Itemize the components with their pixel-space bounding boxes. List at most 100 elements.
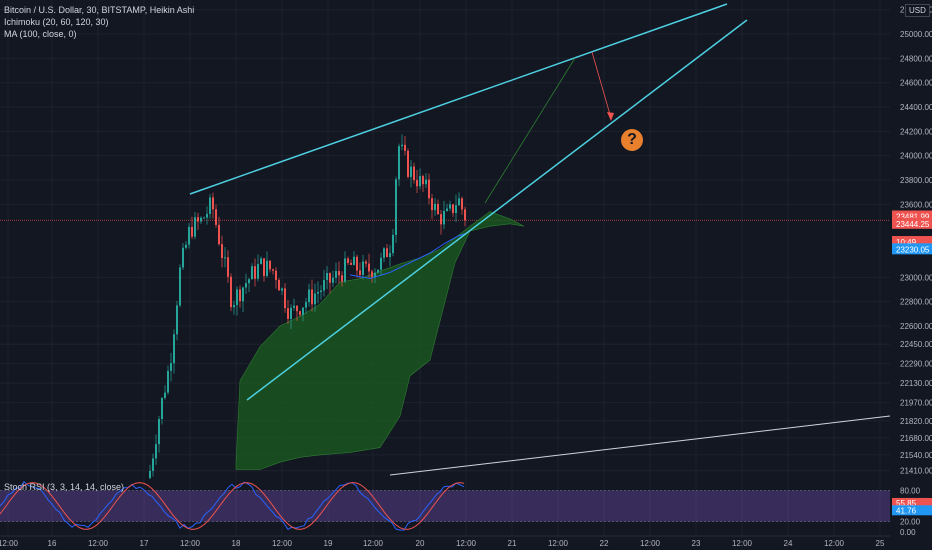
candle-body — [173, 334, 175, 364]
candle-body — [185, 244, 187, 248]
time-axis[interactable]: 12:00 16 12:00 17 12:00 18 12:00 19 12:00 20 12:00… — [0, 539, 885, 548]
candle-body — [368, 263, 370, 272]
time-tick-label: 12:00 — [180, 539, 201, 548]
candle-body — [242, 287, 244, 302]
time-tick-label: 23 — [692, 539, 701, 548]
candle-body — [317, 292, 319, 294]
candle-body — [404, 144, 406, 151]
price-tick-label: 23600.00 — [900, 200, 932, 209]
price-tick-label: 22290.00 — [900, 360, 932, 369]
price-tag — [892, 217, 932, 229]
time-tick-label: 12:00 — [0, 539, 19, 548]
candle-body — [335, 271, 337, 278]
candle-body — [374, 272, 376, 278]
candle-body — [353, 256, 355, 265]
projection-up-line — [484, 57, 576, 204]
price-tick-label: 21410.00 — [900, 467, 932, 476]
candle-body — [419, 176, 421, 187]
candle-body — [422, 176, 424, 185]
candle-body — [362, 261, 364, 276]
trendline-long-support — [389, 415, 891, 476]
price-tick-label: 23800.00 — [900, 176, 932, 185]
candle-body — [245, 283, 247, 288]
price-tick-label: 21970.00 — [900, 399, 932, 408]
ma-line — [349, 233, 467, 280]
candle-body — [326, 273, 328, 280]
price-tick-label: 21820.00 — [900, 417, 932, 426]
projection-down-arrowhead — [607, 112, 614, 121]
candle-body — [431, 198, 433, 211]
candle-body — [386, 248, 388, 258]
stoch-tick-label: 80.00 — [900, 486, 921, 495]
candle-body — [413, 166, 415, 181]
stoch-legend: Stoch RSI (3, 3, 14, 14, close) — [4, 482, 125, 492]
candle-body — [251, 266, 253, 280]
candle-body — [371, 271, 373, 278]
ma-polyline — [349, 233, 467, 280]
candle-body — [230, 276, 232, 308]
candle-body — [182, 247, 184, 268]
candle-body — [218, 224, 220, 245]
trendline-upper — [189, 3, 728, 195]
ma-legend: MA (100, close, 0) — [4, 29, 77, 39]
candle-body — [164, 392, 166, 398]
price-tick-label: 22130.00 — [900, 379, 932, 388]
cloud-area — [235, 211, 525, 470]
time-tick-label: 12:00 — [640, 539, 661, 548]
ichimoku-cloud — [235, 211, 525, 470]
time-tick-label: 12:00 — [824, 539, 845, 548]
candle-body — [155, 444, 157, 459]
candle-body — [194, 217, 196, 237]
price-axis[interactable]: 25200.0025000.0024800.0024600.0024400.00… — [890, 0, 932, 550]
candle-body — [200, 217, 202, 222]
candle-body — [452, 204, 454, 213]
stoch-d-line — [0, 482, 465, 530]
time-tick-label: 16 — [48, 539, 57, 548]
candle-body — [434, 203, 436, 211]
candle-body — [461, 198, 463, 210]
candle-body — [341, 275, 343, 282]
candle-body — [446, 208, 448, 211]
candle-body — [305, 302, 307, 308]
candle-body — [215, 209, 217, 225]
candle-body — [296, 305, 298, 312]
trendlines[interactable] — [189, 3, 891, 476]
candle-body — [407, 150, 409, 177]
time-tick-label: 12:00 — [732, 539, 753, 548]
candle-body — [209, 197, 211, 214]
candle-body — [224, 257, 226, 259]
candle-body — [308, 289, 310, 303]
candle-body — [176, 305, 178, 335]
currency-label[interactable]: USD — [905, 4, 930, 17]
candle-body — [161, 397, 163, 420]
projection-arrows — [484, 51, 614, 204]
candle-body — [284, 288, 286, 309]
price-tag — [892, 243, 932, 255]
candle-body — [356, 256, 358, 271]
candle-body — [332, 277, 334, 283]
price-tick-label: 25000.00 — [900, 30, 932, 39]
candle-body — [191, 226, 193, 237]
candle-body — [152, 458, 154, 471]
candles — [149, 134, 466, 480]
candle-body — [287, 308, 289, 319]
candle-body — [425, 179, 427, 185]
candle-body — [323, 279, 325, 291]
price-tick-label: 24000.00 — [900, 152, 932, 161]
stoch-tick-label: 0.00 — [900, 528, 916, 537]
candle-body — [428, 179, 430, 199]
time-tick-label: 12:00 — [456, 539, 477, 548]
candle-body — [338, 271, 340, 276]
price-tick-label: 21680.00 — [900, 434, 932, 443]
candle-body — [293, 305, 295, 308]
candle-body — [350, 262, 352, 265]
candle-body — [398, 146, 400, 180]
price-tick-label: 22800.00 — [900, 298, 932, 307]
candle-body — [377, 269, 379, 273]
candle-body — [347, 258, 349, 263]
ichimoku-legend: Ichimoku (20, 60, 120, 30) — [4, 17, 109, 27]
candle-body — [311, 289, 313, 305]
candle-body — [380, 257, 382, 270]
candle-body — [260, 258, 262, 265]
